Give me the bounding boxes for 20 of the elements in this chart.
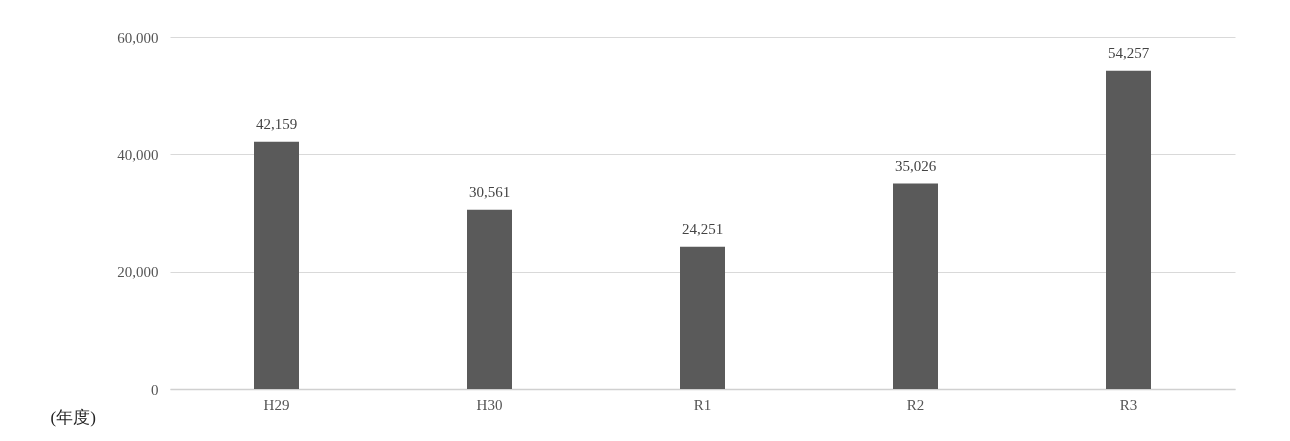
x-tick-label: R3 [1119,396,1138,413]
x-tick-label: R1 [693,396,712,413]
data-label: 24,251 [681,220,724,237]
bar [254,141,299,389]
y-tick-label: 60,000 [117,29,159,46]
bar [1106,70,1151,389]
data-label: 42,159 [255,115,298,132]
bar [893,183,938,389]
x-tick-label: H30 [476,396,503,413]
x-axis-title: (年度) [50,407,96,427]
x-tick-label: R2 [906,396,925,413]
bar [680,246,725,389]
y-tick-label: 20,000 [117,264,159,281]
y-tick-label: 0 [151,381,159,398]
data-label: 54,257 [1107,44,1150,61]
bar [467,209,512,389]
y-tick-label: 40,000 [117,146,159,163]
x-tick-label: H29 [263,396,290,413]
data-label: 30,561 [468,183,511,200]
data-label: 35,026 [894,157,937,174]
